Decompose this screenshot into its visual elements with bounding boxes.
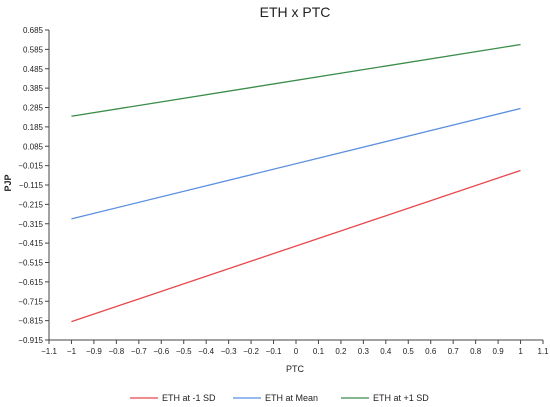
x-tick-label: 0.8	[470, 347, 482, 356]
x-tick-label: 0.4	[380, 347, 392, 356]
y-tick-label: −0.215	[18, 200, 43, 209]
y-tick-label: −0.415	[18, 239, 43, 248]
x-tick-label: 0.2	[335, 347, 347, 356]
x-tick-label: 0.6	[425, 347, 437, 356]
x-tick-label: 0.9	[493, 347, 505, 356]
x-tick-label: 0.1	[313, 347, 325, 356]
y-tick-label: −0.715	[18, 297, 43, 306]
y-tick-label: 0.585	[23, 45, 44, 54]
legend-label: ETH at -1 SD	[162, 393, 216, 403]
x-tick-label: −0.8	[108, 347, 124, 356]
y-ticks: 0.685 0.585 0.485 0.385 0.285 0.185 0.085 −0.01…	[18, 26, 49, 345]
x-tick-label: −0.7	[131, 347, 147, 356]
series-lines	[71, 43, 521, 323]
x-tick-label: 0.3	[358, 347, 370, 356]
chart-title: ETH x PTC	[260, 4, 331, 20]
y-tick-label: 0.085	[23, 142, 44, 151]
y-tick-label: −0.815	[18, 317, 43, 326]
x-tick-label: −0.9	[86, 347, 102, 356]
y-tick-label: 0.685	[23, 26, 44, 35]
x-tick-label: −0.2	[243, 347, 259, 356]
x-tick-label: −0.4	[198, 347, 214, 356]
series-line	[71, 107, 521, 220]
x-tick-label: −0.6	[153, 347, 169, 356]
y-tick-label: −0.615	[18, 278, 43, 287]
legend: ETH at -1 SD ETH at Mean ETH at +1 SD	[130, 393, 429, 403]
x-tick-label: 0.7	[448, 347, 460, 356]
x-ticks: −1.1 −1 −0.9 −0.8 −0.7 −0.6 −0.5 −0.4 −0.3 −0.2 −0…	[41, 340, 549, 356]
y-tick-label: 0.285	[23, 104, 44, 113]
y-tick-label: −0.015	[18, 162, 43, 171]
y-tick-label: −0.115	[19, 181, 44, 190]
legend-label: ETH at Mean	[265, 393, 318, 403]
series-line	[71, 169, 521, 323]
x-tick-label: 0.5	[403, 347, 415, 356]
x-tick-label: 1	[518, 347, 523, 356]
y-tick-label: −0.915	[18, 336, 43, 345]
y-tick-label: −0.515	[18, 259, 43, 268]
x-tick-label: −1	[67, 347, 77, 356]
x-tick-label: −0.3	[221, 347, 237, 356]
x-tick-label: −0.1	[266, 347, 282, 356]
x-axis-label: PTC	[286, 364, 305, 374]
x-tick-label: 0	[294, 347, 299, 356]
x-tick-label: −1.1	[41, 347, 57, 356]
y-tick-label: −0.315	[18, 220, 43, 229]
y-tick-label: 0.485	[23, 65, 44, 74]
legend-label: ETH at +1 SD	[373, 393, 429, 403]
y-tick-label: 0.385	[23, 84, 44, 93]
y-tick-label: 0.185	[23, 123, 44, 132]
series-line	[71, 43, 521, 117]
y-axis-label: PJP	[3, 174, 13, 191]
x-tick-label: 1.1	[537, 347, 549, 356]
x-tick-label: −0.5	[176, 347, 192, 356]
